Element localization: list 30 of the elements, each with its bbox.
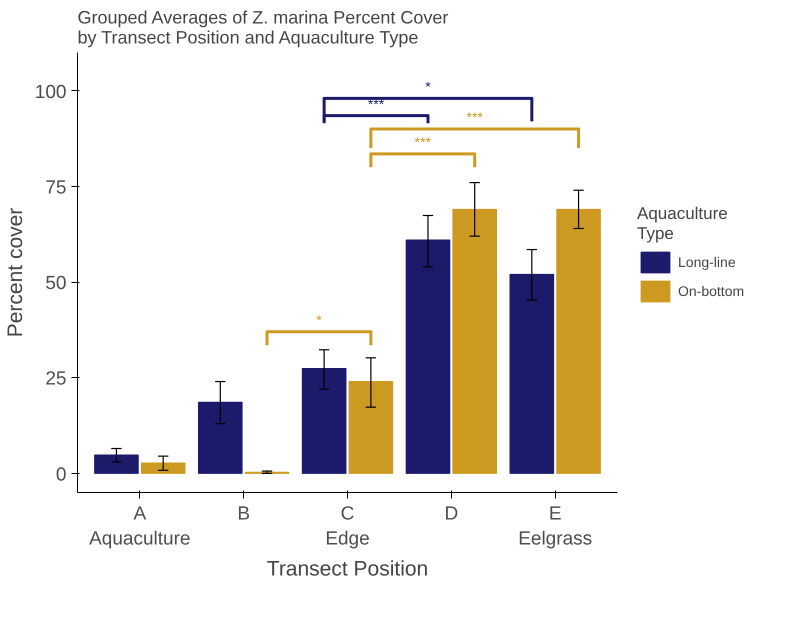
- annotation: ***: [466, 109, 484, 126]
- x-tick-label: E Eelgrass: [518, 504, 592, 550]
- annotation: *: [316, 312, 322, 328]
- bar: [140, 462, 186, 474]
- annotation: *: [425, 78, 432, 95]
- x-tick-label: D: [444, 504, 458, 524]
- chart-title: Grouped Averages of Z. marina Percent Cover by Transect Position and Aquaculture Type: [78, 8, 448, 48]
- y-tick-label: 75: [45, 177, 67, 198]
- legend-label: On-bottom: [678, 283, 744, 300]
- annotation: ***: [414, 134, 432, 150]
- y-tick-label: 0: [56, 464, 67, 486]
- x-tick-label: C Edge: [325, 504, 370, 550]
- bar: [406, 239, 450, 474]
- bar: [510, 274, 554, 474]
- y-tick-label: 100: [34, 82, 66, 103]
- legend-label: Long-line: [678, 254, 736, 270]
- x-tick-label: B: [237, 504, 250, 524]
- y-tick-label: 50: [45, 273, 67, 294]
- bar: [452, 208, 498, 474]
- bar: [302, 368, 346, 474]
- bar: [94, 454, 139, 474]
- y-axis-title: Percent cover: [4, 208, 27, 338]
- bar: [198, 402, 243, 474]
- bar: [556, 208, 601, 474]
- y-tick-label: 25: [45, 368, 67, 390]
- bar: [348, 381, 394, 474]
- legend-title: Aquaculture Type: [637, 204, 729, 244]
- x-tick-label: A Aquaculture: [89, 504, 191, 550]
- annotation: ***: [368, 96, 385, 112]
- x-axis-title: Transect Position: [266, 558, 428, 581]
